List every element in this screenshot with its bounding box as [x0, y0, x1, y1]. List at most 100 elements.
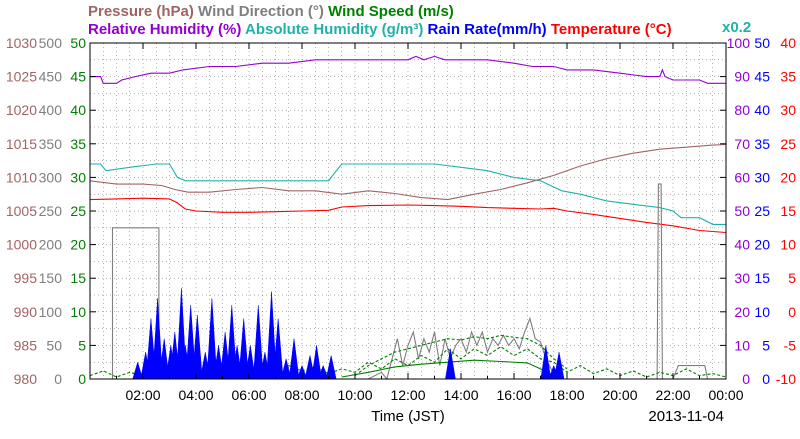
- right-axis-tick-label: 20: [780, 169, 796, 185]
- pressure-hpa-line: [89, 143, 727, 201]
- rain-rate-series: [132, 288, 565, 380]
- right-axis-tick-label: 15: [754, 270, 770, 286]
- left-axis-tick-label: 1030: [6, 35, 37, 51]
- legend-layer: Pressure (hPa) Wind Direction (°) Wind S…: [88, 3, 751, 38]
- right-axis-tick-label: 40: [780, 35, 796, 51]
- legend-row-1: Pressure (hPa) Wind Direction (°) Wind S…: [88, 3, 454, 20]
- x-tick-label: 18:00: [549, 387, 584, 403]
- x-tick-label: 22:00: [655, 387, 690, 403]
- right-axis-tick-label: 30: [780, 102, 796, 118]
- left-axis-tick-label: 1000: [6, 237, 37, 253]
- right-axis-tick-label: 40: [754, 102, 770, 118]
- right-axis-tick-label: 80: [734, 102, 750, 118]
- right-axis-tick-label: 25: [780, 136, 796, 152]
- right-axis-tick-label: 60: [734, 169, 750, 185]
- right-axis-tick-label: 10: [734, 337, 750, 353]
- scale-note: x0.2: [722, 19, 751, 36]
- right-axis-tick-label: 35: [754, 136, 770, 152]
- left-axis-tick-label: 30: [70, 169, 86, 185]
- left-axis-tick-label: 400: [39, 102, 63, 118]
- absolute-humidity-g-m-line: [90, 163, 726, 225]
- legend-entry: Absolute Humidity (g/m³): [241, 21, 423, 38]
- right-axis-tick-label: 15: [780, 203, 796, 219]
- right-axis-tick-label: 45: [754, 69, 770, 85]
- wind-speed-m-s-line: [354, 334, 568, 377]
- left-axis-tick-label: 20: [70, 237, 86, 253]
- relative-humidity-line: [90, 55, 726, 84]
- left-axis-tick-label: 1020: [6, 102, 37, 118]
- legend-entry: Relative Humidity (%): [88, 21, 241, 38]
- grid-layer: [90, 43, 726, 379]
- rain-rate-spike: [192, 315, 203, 380]
- left-axis-tick-label: 40: [70, 102, 86, 118]
- right-axis-tick-label: 10: [754, 304, 770, 320]
- left-axis-tick-label: 1015: [6, 136, 37, 152]
- left-axis-tick-label: 10: [70, 304, 86, 320]
- left-axis-tick-label: 500: [39, 35, 63, 51]
- right-axis-tick-label: 30: [734, 270, 750, 286]
- left-axis-tick-label: 50: [70, 35, 86, 51]
- left-axis-tick-label: 100: [39, 304, 63, 320]
- x-tick-label: 06:00: [231, 387, 266, 403]
- temperature-c-line: [89, 197, 727, 234]
- axis-layer: 02:00 04:00 06:00 08:00 10:00 12:00 14:00 16:00…: [6, 35, 796, 403]
- legend-row-2: Relative Humidity (%) Absolute Humidity …: [88, 21, 672, 38]
- left-axis-tick-label: 450: [39, 69, 63, 85]
- left-axis-tick-label: 995: [14, 270, 38, 286]
- wind-speed-m-s-line: [341, 359, 555, 378]
- rain-rate-spike: [288, 338, 300, 380]
- right-axis-tick-label: 20: [734, 304, 750, 320]
- left-axis-tick-label: 150: [39, 270, 63, 286]
- left-axis-tick-label: 1025: [6, 69, 37, 85]
- right-axis-tick-label: 100: [727, 35, 751, 51]
- right-axis-tick-label: -5: [784, 337, 797, 353]
- left-axis-tick-label: 985: [14, 337, 38, 353]
- right-axis-tick-label: 35: [780, 69, 796, 85]
- left-axis-tick-label: 300: [39, 169, 63, 185]
- legend-entry: Wind Speed (m/s): [324, 3, 454, 20]
- x-tick-label: 00:00: [708, 387, 743, 403]
- x-tick-label: 02:00: [125, 387, 160, 403]
- left-axis-tick-label: 980: [14, 371, 38, 387]
- right-axis-tick-label: 0: [762, 371, 770, 387]
- right-axis-tick-label: 30: [754, 169, 770, 185]
- left-axis-tick-label: 1005: [6, 203, 37, 219]
- x-tick-label: 20:00: [602, 387, 637, 403]
- right-axis-tick-label: 40: [734, 237, 750, 253]
- right-axis-tick-label: 50: [754, 35, 770, 51]
- left-axis-tick-label: 50: [46, 337, 62, 353]
- right-axis-tick-label: 10: [780, 237, 796, 253]
- x-tick-label: 10:00: [337, 387, 372, 403]
- left-axis-tick-label: 35: [70, 136, 86, 152]
- legend-entry: Pressure (hPa): [88, 3, 194, 20]
- left-axis-tick-label: 200: [39, 237, 63, 253]
- right-axis-tick-label: 5: [788, 270, 796, 286]
- x-tick-label: 08:00: [284, 387, 319, 403]
- x-tick-label: 12:00: [390, 387, 425, 403]
- x-tick-label: 04:00: [178, 387, 213, 403]
- x-tick-label: 14:00: [443, 387, 478, 403]
- left-axis-tick-label: 250: [39, 203, 63, 219]
- left-axis-tick-label: 350: [39, 136, 63, 152]
- left-axis-tick-label: 0: [54, 371, 62, 387]
- left-axis-tick-label: 990: [14, 304, 38, 320]
- right-axis-tick-label: 25: [754, 203, 770, 219]
- date-label: 2013-11-04: [648, 408, 724, 425]
- left-axis-tick-label: 5: [78, 337, 86, 353]
- right-axis-tick-label: 50: [734, 203, 750, 219]
- left-axis-tick-label: 1010: [6, 169, 37, 185]
- series-layer: [89, 55, 727, 381]
- right-axis-tick-label: 90: [734, 69, 750, 85]
- x-axis-label: Time (JST): [371, 408, 445, 425]
- left-axis-tick-label: 45: [70, 69, 86, 85]
- x-tick-label: 16:00: [496, 387, 531, 403]
- right-axis-tick-label: 5: [762, 337, 770, 353]
- left-axis-tick-label: 15: [70, 270, 86, 286]
- right-axis-tick-label: 0: [788, 304, 796, 320]
- right-axis-tick-label: -10: [776, 371, 796, 387]
- rain-rate-spike: [325, 355, 337, 380]
- right-axis-tick-label: 20: [754, 237, 770, 253]
- left-axis-tick-label: 0: [78, 371, 86, 387]
